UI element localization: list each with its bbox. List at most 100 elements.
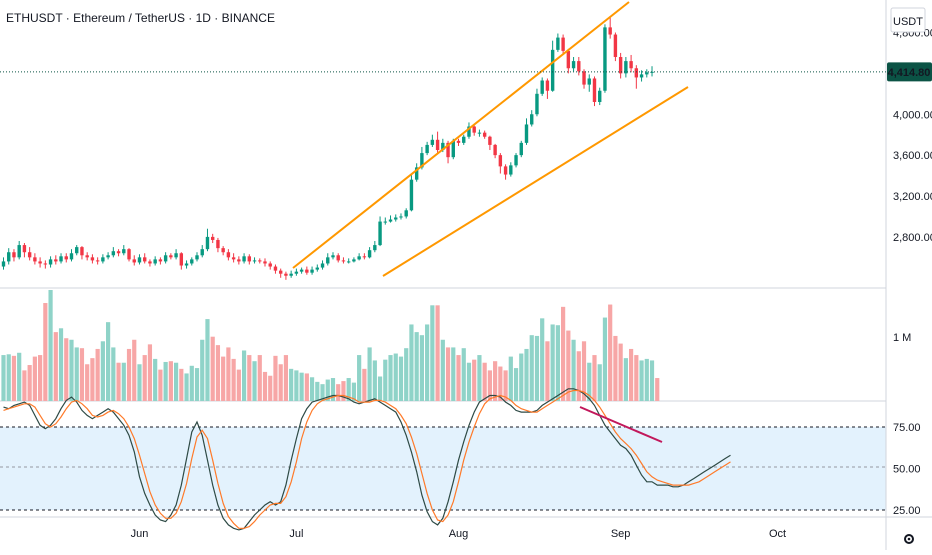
volume-bar: [147, 344, 153, 401]
candle-body: [90, 257, 95, 261]
volume-bar: [79, 348, 85, 401]
volume-bar: [482, 362, 487, 401]
last-price-marker: [887, 62, 932, 82]
candle-body: [598, 90, 602, 102]
candle-body: [184, 263, 189, 266]
symbol-title[interactable]: ETHUSDT · Ethereum / TetherUS · 1D · BIN…: [6, 11, 275, 25]
candle-body: [33, 257, 37, 262]
volume-bar: [22, 370, 27, 401]
volume-bar: [451, 347, 456, 401]
candle-body: [320, 263, 325, 268]
candle-body: [378, 221, 382, 246]
candle-body: [200, 249, 204, 256]
volume-bar: [487, 370, 492, 401]
volume-bar: [571, 339, 576, 401]
gear-icon[interactable]: [904, 534, 914, 544]
drawings-layer[interactable]: [292, 1, 689, 443]
candle-body: [388, 219, 393, 222]
candle-body: [85, 255, 89, 258]
candle-body: [116, 251, 121, 254]
candle-body: [122, 249, 126, 254]
volume-bar: [294, 370, 299, 401]
volume-bar: [377, 376, 383, 401]
candle-body: [226, 252, 231, 258]
stochastic-pane: [3, 388, 731, 531]
candle-body: [592, 78, 597, 102]
candle-body: [263, 261, 267, 264]
candle-body: [582, 71, 586, 85]
candle-body: [258, 260, 262, 262]
volume-bar: [644, 358, 649, 401]
volume-bar: [252, 361, 257, 401]
volume-bar: [466, 362, 472, 401]
volume-bar: [555, 325, 560, 401]
volume-bar: [498, 366, 503, 401]
volume-bar: [461, 348, 466, 401]
volume-bar: [545, 341, 550, 401]
volume-bar: [357, 355, 362, 401]
candle-body: [174, 253, 178, 258]
candle-body: [346, 261, 351, 263]
volume-bar: [540, 318, 545, 401]
candle-body: [571, 61, 576, 69]
candle-body: [331, 255, 335, 258]
candle-body: [509, 165, 513, 175]
volume-bar: [372, 360, 377, 401]
price-pane: [1, 17, 654, 280]
candle-body: [362, 256, 367, 258]
candle-body: [305, 269, 309, 273]
candle-body: [451, 140, 455, 158]
volume-bar: [493, 361, 498, 401]
candle-body: [493, 144, 497, 156]
candle-body: [352, 259, 356, 262]
candle-body: [430, 139, 435, 145]
volume-bar: [362, 368, 367, 401]
volume-bar: [550, 324, 555, 401]
volume-bar: [639, 360, 644, 401]
candle-body: [268, 263, 272, 267]
volume-bar: [179, 368, 184, 401]
candle-body: [289, 273, 293, 276]
volume-bar: [367, 347, 372, 401]
candle-body: [59, 256, 63, 262]
volume-axis-label: 1 M: [893, 332, 911, 344]
time-axis[interactable]: MayJunJulAugSepOct: [0, 528, 786, 540]
candle-body: [341, 260, 346, 262]
volume-bar: [64, 338, 69, 401]
candle-body: [399, 216, 403, 218]
volume-bar: [163, 361, 168, 401]
volume-bar: [11, 355, 17, 401]
candle-body: [545, 80, 550, 91]
divergence-trendline[interactable]: [579, 406, 663, 443]
candle-body: [179, 253, 184, 266]
candle-body: [48, 259, 53, 265]
candle-body: [577, 61, 581, 72]
volume-bar: [173, 362, 179, 401]
candle-body: [221, 248, 225, 253]
candle-body: [535, 93, 539, 115]
volume-bar: [623, 358, 628, 401]
volume-bar: [106, 322, 111, 401]
candle-body: [650, 71, 654, 73]
candle-body: [310, 269, 314, 273]
candle-body: [477, 132, 482, 134]
volume-bar: [85, 364, 90, 401]
candle-body: [566, 50, 571, 69]
channel-upper-trendline[interactable]: [292, 1, 630, 269]
channel-lower-trendline[interactable]: [382, 86, 689, 277]
candle-body: [27, 252, 32, 258]
currency-button[interactable]: [890, 7, 926, 33]
candle-body: [95, 260, 100, 262]
volume-bar: [435, 305, 440, 401]
candle-body: [608, 27, 612, 35]
candle-body: [503, 166, 508, 175]
candle-body: [153, 259, 157, 264]
candle-body: [556, 37, 560, 50]
candle-body: [278, 270, 283, 274]
candle-body: [414, 167, 419, 180]
volume-bar: [184, 373, 189, 401]
volume-bar: [58, 328, 64, 401]
stoch-tick-label: 50.00: [893, 464, 921, 476]
